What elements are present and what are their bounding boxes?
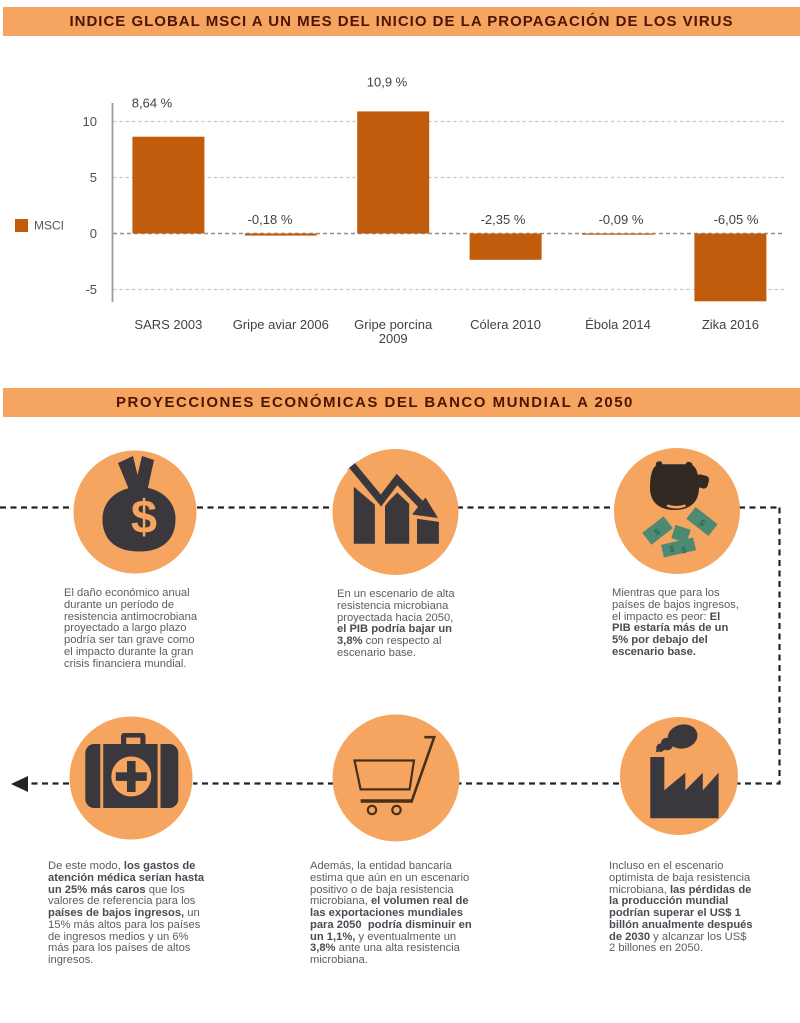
svg-text:-0,09 %: -0,09 %	[599, 212, 644, 227]
svg-text:0: 0	[90, 226, 97, 241]
svg-text:-2,35 %: -2,35 %	[481, 212, 526, 227]
svg-text:$: $	[681, 545, 687, 556]
svg-text:$: $	[669, 544, 675, 555]
svg-text:$: $	[697, 518, 707, 529]
svg-text:MSCI: MSCI	[34, 219, 64, 233]
svg-text:Gripe porcina: Gripe porcina	[354, 317, 433, 332]
svg-text:8,64 %: 8,64 %	[132, 96, 173, 111]
svg-text:10: 10	[83, 114, 97, 129]
svg-text:Ébola 2014: Ébola 2014	[585, 317, 651, 332]
svg-text:SARS 2003: SARS 2003	[134, 317, 202, 332]
svg-text:$: $	[652, 527, 662, 538]
svg-text:-5: -5	[85, 282, 97, 297]
svg-text:Zika 2016: Zika 2016	[702, 317, 759, 332]
svg-text:2009: 2009	[379, 331, 408, 346]
svg-text:10,9 %: 10,9 %	[367, 75, 408, 90]
svg-text:-0,18 %: -0,18 %	[248, 212, 293, 227]
svg-text:Gripe aviar 2006: Gripe aviar 2006	[233, 317, 329, 332]
svg-text:Cólera 2010: Cólera 2010	[470, 317, 541, 332]
svg-text:-6,05 %: -6,05 %	[714, 212, 759, 227]
svg-text:$: $	[131, 490, 157, 543]
svg-text:5: 5	[90, 170, 97, 185]
